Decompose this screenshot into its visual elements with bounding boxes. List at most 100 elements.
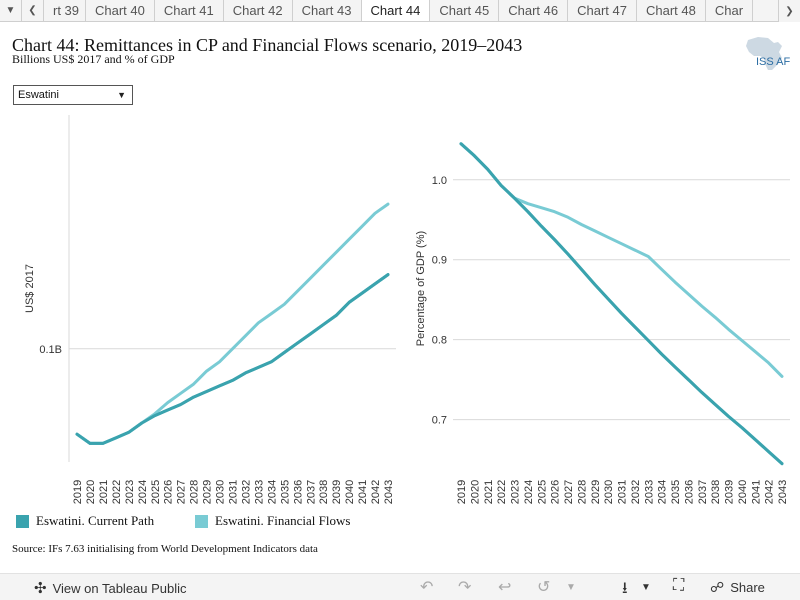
- x-tick-label: 2027: [563, 480, 575, 504]
- view-on-tableau-label: View on Tableau Public: [52, 580, 187, 596]
- tableau-toolbar: ✣ View on Tableau Public ↶ ↷ ↩ ↺ ▼ ⭳ ▼ ⛶…: [0, 573, 800, 600]
- x-tick-label: 2036: [292, 480, 304, 504]
- x-tick-label: 2032: [240, 480, 252, 504]
- x-tick-label: 2042: [370, 480, 382, 504]
- x-tick-label: 2026: [163, 480, 175, 504]
- tab-chart-40[interactable]: Chart 40: [86, 0, 155, 21]
- x-tick-label: 2039: [331, 480, 343, 504]
- x-tick-label: 2038: [710, 480, 722, 504]
- series-line-financial-flows[interactable]: [75, 202, 390, 445]
- page-title: Chart 44: Remittances in CP and Financia…: [12, 35, 523, 55]
- x-tick-label: 2037: [697, 480, 709, 504]
- legend-item-financial-flows[interactable]: Eswatini. Financial Flows: [195, 513, 350, 529]
- legend-label-financial-flows: Eswatini. Financial Flows: [215, 513, 351, 528]
- share-icon: ☍: [710, 579, 725, 595]
- x-tick-label: 2035: [279, 480, 291, 504]
- x-tick-label: 2019: [72, 480, 84, 504]
- series-line-current-path-top[interactable]: [459, 142, 784, 466]
- x-tick-label: 2034: [266, 480, 278, 504]
- legend-swatch-financial-flows: [195, 514, 208, 528]
- x-tick-label: 2019: [456, 480, 468, 504]
- legend-swatch-current-path: [16, 514, 29, 528]
- tab-chart-43[interactable]: Chart 43: [292, 0, 362, 21]
- x-tick-label: 2033: [253, 480, 265, 504]
- x-tick-label: 2022: [111, 480, 123, 504]
- tab-strip: ▼ ❮ rt 39 Chart 40 Chart 41 Chart 42 Cha…: [0, 0, 800, 22]
- x-tick-label: 2037: [305, 480, 317, 504]
- x-tick-label: 2020: [85, 480, 97, 504]
- x-tick-label: 2020: [469, 480, 481, 504]
- download-icon[interactable]: ⭳: [622, 580, 628, 597]
- redo-icon[interactable]: ↷: [458, 579, 472, 596]
- country-select[interactable]: Eswatini ▼: [13, 85, 133, 105]
- x-tick-label: 2039: [724, 480, 736, 504]
- y-tick-label: 0.1B: [39, 344, 62, 356]
- x-tick-label: 2025: [536, 480, 548, 504]
- view-on-tableau-link[interactable]: ✣ View on Tableau Public: [34, 579, 187, 597]
- series-line-current-path-top[interactable]: [75, 273, 390, 445]
- x-tick-label: 2043: [777, 480, 789, 504]
- africa-map-icon: [746, 37, 782, 70]
- tab-chart-39[interactable]: rt 39: [44, 0, 86, 21]
- tab-chart-42[interactable]: Chart 42: [223, 0, 293, 21]
- x-tick-label: 2040: [344, 480, 356, 504]
- x-tick-label: 2029: [590, 480, 602, 504]
- logo-text: ISS AF: [756, 56, 791, 68]
- x-tick-label: 2024: [523, 480, 535, 504]
- y-axis-title: Percentage of GDP (%): [415, 231, 427, 346]
- tab-menu-icon[interactable]: ▼: [0, 0, 22, 21]
- x-tick-label: 2030: [215, 480, 227, 504]
- x-tick-label: 2032: [630, 480, 642, 504]
- y-tick-label: 0.9: [432, 255, 447, 267]
- series-line-current-path[interactable]: [75, 273, 390, 445]
- x-tick-label: 2023: [510, 480, 522, 504]
- tab-chart-46[interactable]: Chart 46: [499, 0, 569, 21]
- x-tick-label: 2041: [750, 480, 762, 504]
- y-tick-label: 0.8: [432, 335, 447, 347]
- page-subtitle: Billions US$ 2017 and % of GDP: [12, 52, 175, 66]
- tab-scroll-left-icon[interactable]: ❮: [22, 0, 44, 21]
- x-tick-label: 2043: [383, 480, 395, 504]
- share-button[interactable]: ☍ Share: [710, 579, 765, 596]
- revert-icon[interactable]: ↩: [498, 579, 512, 596]
- x-tick-label: 2031: [228, 480, 240, 504]
- x-tick-label: 2024: [137, 480, 149, 504]
- x-tick-label: 2029: [202, 480, 214, 504]
- tab-chart-48[interactable]: Chart 48: [637, 0, 706, 21]
- tab-chart-44[interactable]: Chart 44: [361, 0, 431, 21]
- share-label: Share: [730, 580, 765, 595]
- x-tick-label: 2031: [617, 480, 629, 504]
- x-tick-label: 2026: [550, 480, 562, 504]
- x-tick-label: 2041: [357, 480, 369, 504]
- x-tick-label: 2042: [764, 480, 776, 504]
- fullscreen-icon[interactable]: ⛶: [673, 577, 685, 594]
- y-tick-label: 0.7: [432, 415, 447, 427]
- iss-africa-logo: ISS AF: [746, 37, 791, 70]
- legend-item-current-path[interactable]: Eswatini. Current Path: [16, 513, 154, 529]
- refresh-icon[interactable]: ↺: [537, 579, 551, 596]
- x-tick-label: 2040: [737, 480, 749, 504]
- tab-chart-45[interactable]: Chart 45: [430, 0, 500, 21]
- chevron-down-icon: ▼: [117, 90, 126, 100]
- tab-chart-41[interactable]: Chart 41: [154, 0, 224, 21]
- x-tick-label: 2021: [98, 480, 110, 504]
- download-dropdown-icon[interactable]: ▼: [641, 582, 651, 593]
- tab-chart-49[interactable]: Char: [705, 0, 754, 21]
- tab-chart-47[interactable]: Chart 47: [568, 0, 637, 21]
- x-tick-label: 2028: [189, 480, 201, 504]
- x-tick-label: 2028: [576, 480, 588, 504]
- legend-label-current-path: Eswatini. Current Path: [36, 513, 155, 528]
- x-tick-label: 2036: [683, 480, 695, 504]
- tab-list: rt 39 Chart 40 Chart 41 Chart 42 Chart 4…: [44, 0, 800, 21]
- tab-scroll-right-icon[interactable]: ❯: [778, 0, 800, 22]
- y-tick-label: 1.0: [432, 175, 447, 187]
- x-tick-label: 2033: [643, 480, 655, 504]
- x-tick-label: 2022: [496, 480, 508, 504]
- x-tick-label: 2025: [150, 480, 162, 504]
- x-tick-label: 2023: [124, 480, 136, 504]
- source-note: Source: IFs 7.63 initialising from World…: [12, 543, 318, 555]
- undo-icon[interactable]: ↶: [420, 579, 434, 596]
- x-tick-label: 2027: [176, 480, 188, 504]
- pause-dropdown-icon[interactable]: ▼: [566, 582, 576, 593]
